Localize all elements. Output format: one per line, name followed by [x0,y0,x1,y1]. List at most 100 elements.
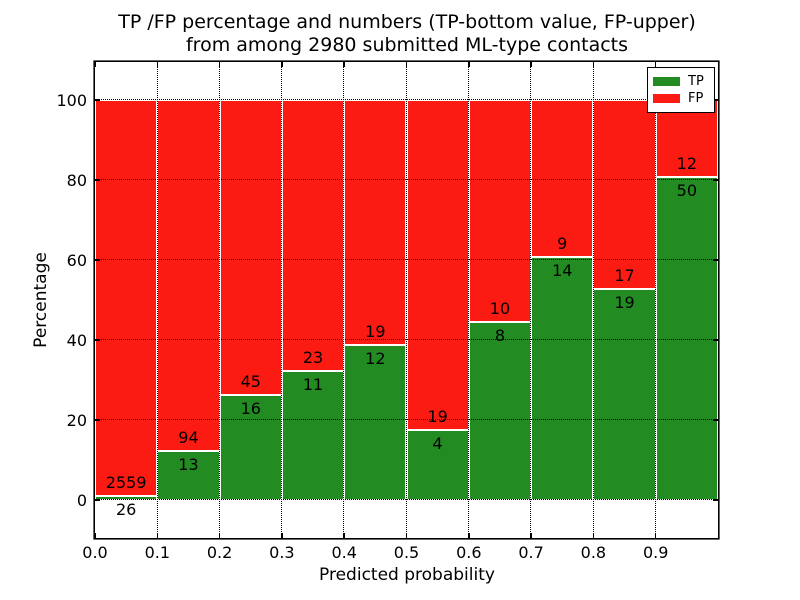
bar-segment-fp [468,100,532,323]
y-tick-mark [95,179,100,181]
x-tick-mark [592,62,595,67]
x-tick-mark [343,62,345,67]
vertical-gridline [343,62,345,538]
bar-segment-fp [281,100,345,371]
x-tick-label: 0.0 [82,543,108,562]
x-tick-mark [218,533,221,538]
tp-legend-swatch [653,76,680,86]
y-tick-mark [95,259,100,261]
x-tick-label: 0.2 [206,543,233,562]
x-tick-label: 0.8 [580,543,607,562]
y-tick-mark [713,99,718,101]
bar-segment-fp [219,100,282,396]
x-tick-label: 0.7 [518,543,544,562]
tp-count-label: 16 [240,399,261,419]
fp-count-label: 19 [365,322,386,342]
x-tick-label: 0.5 [393,543,420,562]
y-tick-mark [95,419,100,421]
fp-count-label: 17 [614,265,635,285]
tp-count-label: 11 [302,374,324,394]
tp-count-label: 8 [494,326,506,346]
x-tick-mark [468,533,470,538]
vertical-gridline [592,62,594,538]
x-tick-mark [654,62,657,67]
y-tick-mark [713,179,718,181]
tp-count-label: 13 [178,455,199,475]
fp-count-label: 9 [557,233,568,253]
legend-row: FP [653,92,709,105]
bar-segment-tp [219,395,282,500]
tp-count-label: 19 [614,292,635,312]
bar-segment-tp [531,256,594,500]
legend-row: TP [653,75,709,88]
x-tick-label: 0.4 [331,543,357,562]
x-tick-mark [94,533,96,538]
fp-count-label: 94 [178,428,199,448]
y-tick-label: 80 [66,171,87,190]
y-tick-mark [95,339,100,341]
x-tick-label: 0.9 [642,543,669,562]
x-tick-mark [405,533,408,538]
vertical-gridline [654,62,656,538]
y-tick-mark [713,419,718,421]
x-tick-label: 0.1 [144,543,171,562]
y-tick-mark [713,339,718,341]
bar-segment-fp [95,100,158,496]
y-tick-label: 20 [66,411,87,430]
chart-title: TP /FP percentage and numbers (TP-bottom… [95,11,719,57]
x-tick-mark [468,62,470,67]
y-tick-mark [95,99,100,101]
fp-legend-swatch [653,94,680,104]
x-tick-mark [405,62,408,67]
x-tick-mark [530,533,532,538]
tp-count-label: 50 [676,181,698,201]
x-tick-mark [281,533,283,538]
chart-title-line1: TP /FP percentage and numbers (TP-bottom… [118,11,696,33]
bar-segment-fp [531,100,594,257]
bar-segment-fp [406,100,469,431]
plot-area: 2559 26 94 13 45 16 23 11 19 12 19 4 10 8 9 14 17 19 12 50 [94,62,718,538]
x-tick-mark [218,62,221,67]
y-tick-mark [95,499,100,501]
x-tick-label: 0.6 [456,543,482,562]
legend-label: TP [688,73,704,89]
fp-count-label: 23 [302,347,324,367]
legend: TP FP [647,67,715,113]
fp-count-label: 19 [427,407,448,427]
x-tick-mark [156,62,159,67]
tp-count-label: 26 [115,499,137,519]
tp-count-label: 12 [365,349,386,369]
vertical-gridline [218,62,220,538]
bar-segment-fp [344,100,407,346]
y-tick-mark [713,499,718,501]
x-tick-mark [94,62,96,67]
vertical-gridline [405,62,407,538]
vertical-gridline [530,62,532,538]
bar-segment-fp [157,100,220,452]
tp-count-label: 14 [552,260,573,280]
bar-segment-fp [593,100,656,289]
bar-segment-tp [344,345,407,500]
bar-segment-tp [468,322,532,500]
x-tick-mark [343,533,345,538]
fp-count-label: 45 [240,372,261,392]
bar-segment-tp [655,177,718,500]
y-tick-label: 100 [56,91,87,110]
bar-segment-tp [593,288,656,500]
vertical-gridline [468,62,470,538]
y-tick-mark [713,259,718,261]
y-tick-label: 0 [76,491,87,510]
fp-count-label: 12 [676,154,698,174]
x-tick-mark [592,533,595,538]
fp-count-label: 2559 [105,472,147,492]
vertical-gridline [156,62,158,538]
x-tick-mark [281,62,283,67]
y-tick-label: 40 [66,331,87,350]
x-tick-mark [530,62,532,67]
x-tick-label: 0.3 [269,543,295,562]
chart-title-line2: from among 2980 submitted ML-type contac… [185,34,629,56]
vertical-gridline [281,62,283,538]
fp-count-label: 10 [489,299,511,319]
y-tick-label: 60 [66,251,87,270]
